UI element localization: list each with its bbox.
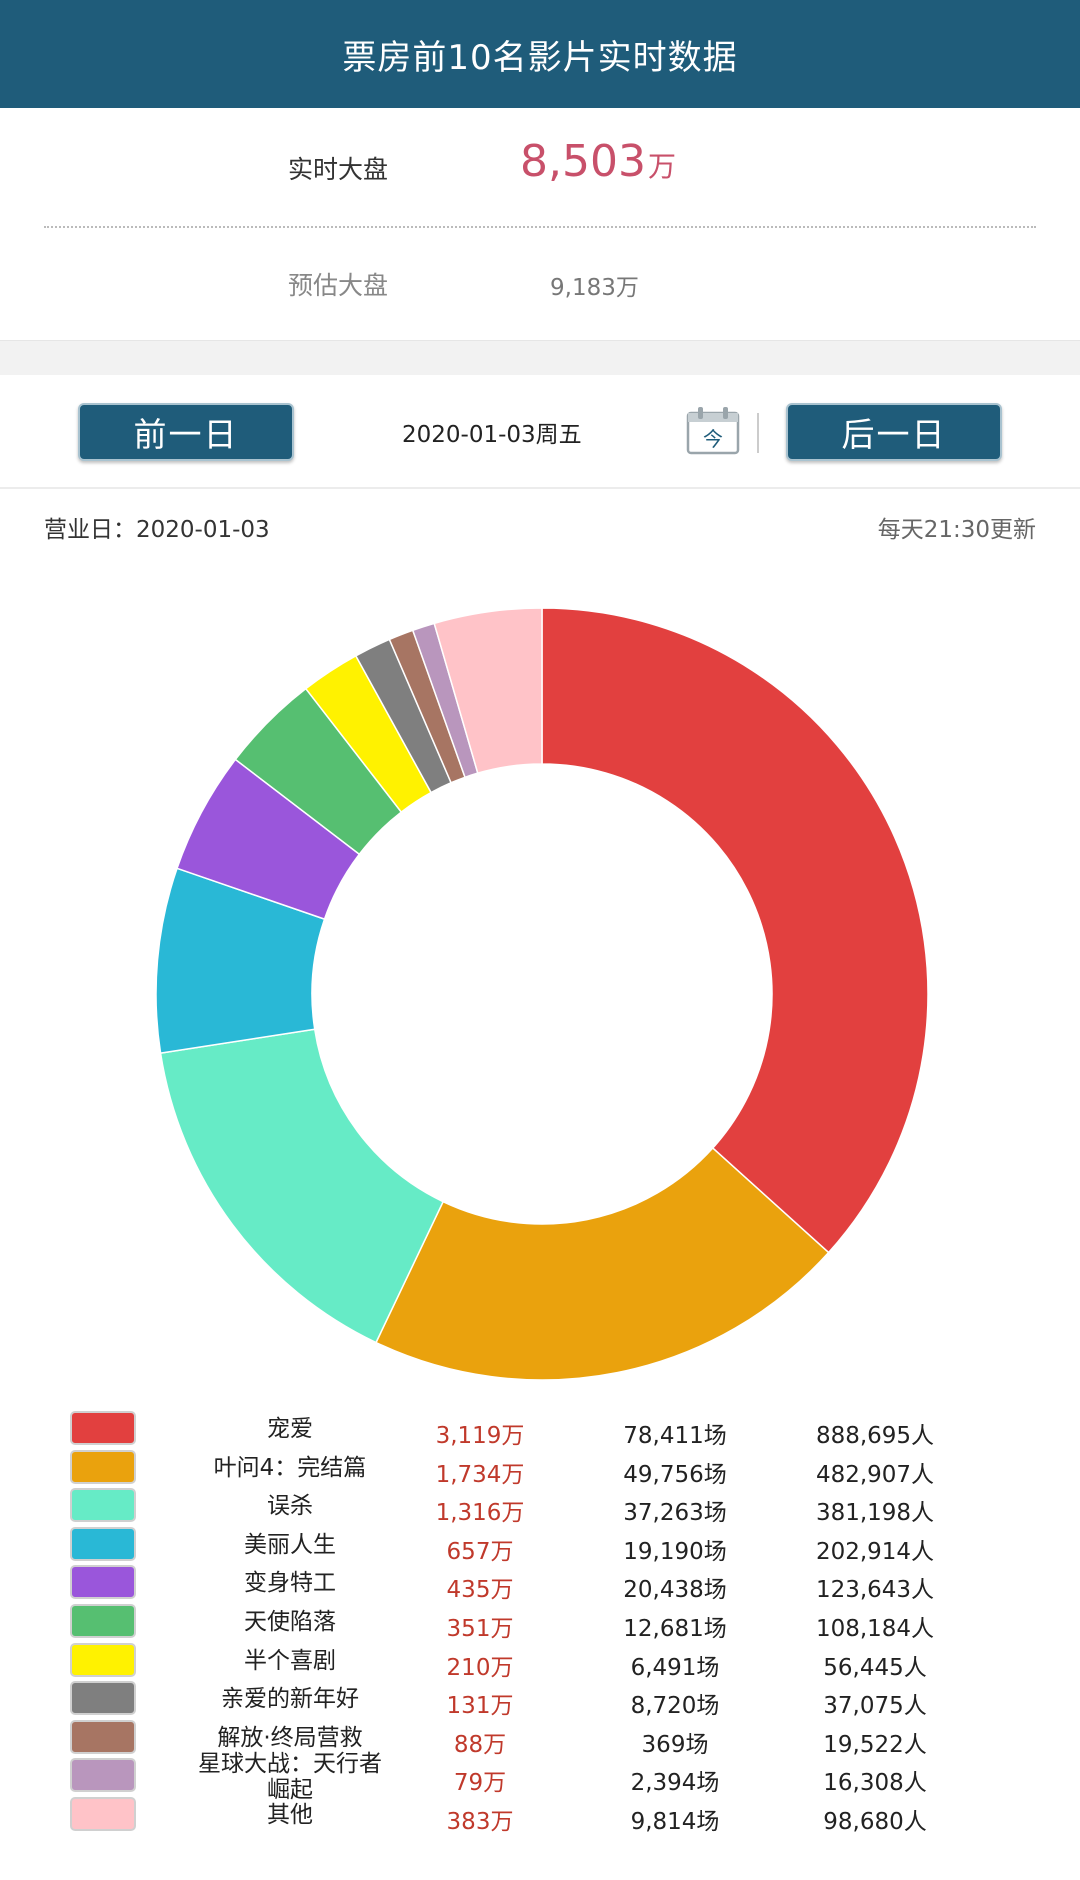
legend-swatch[interactable] — [70, 1526, 136, 1561]
legend-swatch[interactable] — [70, 1719, 136, 1754]
audience-count: 482,907人 — [815, 1461, 935, 1488]
legend-row[interactable]: 美丽人生 657万 19,190场 202,914人 — [0, 1526, 1080, 1565]
audience-count: 56,445人 — [823, 1654, 927, 1681]
current-date: 2020-01-03周五 — [402, 422, 582, 448]
legend-swatch[interactable] — [70, 1758, 136, 1793]
box-office-value: 3,119万 — [435, 1423, 525, 1449]
movie-name: 亲爱的新年好 — [221, 1686, 359, 1713]
shows-count: 369场 — [641, 1731, 709, 1758]
nav-separator — [757, 413, 759, 453]
audience-count: 19,522人 — [823, 1731, 927, 1758]
legend-row[interactable]: 天使陷落 351万 12,681场 108,184人 — [0, 1603, 1080, 1642]
audience-count: 37,075人 — [823, 1693, 927, 1720]
realtime-label: 实时大盘 — [288, 155, 389, 184]
movie-name: 叶问4：完结篇 — [213, 1454, 367, 1481]
legend-swatch[interactable] — [70, 1488, 136, 1523]
shows-count: 6,491场 — [630, 1654, 720, 1681]
donut-slice-3[interactable] — [159, 1028, 445, 1344]
calendar-today-text: 今 — [703, 427, 723, 451]
legend-row[interactable]: 其他 383万 9,814场 98,680人 — [0, 1796, 1080, 1835]
legend-row[interactable]: 变身特工 435万 20,438场 123,643人 — [0, 1564, 1080, 1604]
prev-day-button[interactable]: 前一日 — [78, 403, 294, 461]
movie-name: 宠爱 — [267, 1416, 313, 1442]
movie-name: 其他 — [267, 1802, 313, 1828]
legend-row[interactable]: 解放·终局营救 88万 369场 19,522人 — [0, 1719, 1080, 1758]
calendar-icon[interactable]: 今 — [686, 405, 740, 455]
realtime-unit: 万 — [647, 150, 676, 183]
box-office-value: 1,734万 — [435, 1461, 525, 1488]
date-nav: 前一日 2020-01-03周五 今 后一日 — [0, 375, 1080, 489]
box-office-value: 351万 — [446, 1616, 514, 1642]
shows-count: 2,394场 — [630, 1770, 720, 1797]
legend-swatch[interactable] — [70, 1681, 136, 1716]
donut-slice-2[interactable] — [375, 1146, 830, 1381]
box-office-value: 1,316万 — [435, 1500, 525, 1527]
shows-count: 8,720场 — [630, 1693, 720, 1720]
business-day: 营业日：2020-01-03 — [44, 517, 270, 543]
audience-count: 888,695人 — [815, 1423, 935, 1449]
shows-count: 37,263场 — [623, 1500, 727, 1527]
audience-count: 381,198人 — [815, 1500, 935, 1527]
audience-count: 108,184人 — [815, 1616, 935, 1642]
legend-swatch[interactable] — [70, 1449, 136, 1484]
box-office-value: 88万 — [453, 1731, 507, 1758]
legend-row[interactable]: 宠爱 3,119万 78,411场 888,695人 — [0, 1410, 1080, 1449]
shows-count: 19,190场 — [623, 1538, 727, 1565]
update-note: 每天21:30更新 — [877, 517, 1036, 543]
movie-name: 解放·终局营救 — [217, 1724, 363, 1751]
legend-swatch[interactable] — [70, 1604, 136, 1638]
estimate-label: 预估大盘 — [288, 271, 389, 300]
legend-row[interactable]: 半个喜剧 210万 6,491场 56,445人 — [0, 1642, 1080, 1681]
audience-count: 16,308人 — [823, 1770, 927, 1797]
donut-slice-11[interactable] — [433, 607, 543, 775]
box-office-value: 79万 — [453, 1770, 507, 1797]
box-office-donut-chart — [155, 607, 929, 1381]
shows-count: 49,756场 — [623, 1461, 727, 1488]
legend-row[interactable]: 亲爱的新年好 131万 8,720场 37,075人 — [0, 1680, 1080, 1720]
legend-swatch[interactable] — [70, 1642, 136, 1677]
realtime-value: 8,503万 — [520, 136, 676, 187]
section-gap — [0, 340, 1080, 376]
audience-count: 123,643人 — [815, 1577, 935, 1604]
movie-name: 天使陷落 — [244, 1609, 336, 1635]
estimate-value: 9,183万 — [550, 275, 639, 301]
movie-name: 变身特工 — [244, 1570, 336, 1597]
header-bar: 票房前10名影片实时数据 — [0, 0, 1080, 108]
box-office-value: 657万 — [446, 1538, 514, 1565]
box-office-value: 131万 — [446, 1693, 514, 1720]
legend-row[interactable]: 叶问4：完结篇 1,734万 49,756场 482,907人 — [0, 1449, 1080, 1488]
movie-name: 星球大战：天行者崛起 — [198, 1751, 382, 1804]
box-office-value: 383万 — [446, 1809, 514, 1835]
audience-count: 98,680人 — [823, 1809, 927, 1835]
box-office-value: 435万 — [446, 1577, 514, 1604]
shows-count: 20,438场 — [623, 1577, 727, 1604]
shows-count: 9,814场 — [630, 1809, 720, 1835]
legend-row[interactable]: 误杀 1,316万 37,263场 381,198人 — [0, 1487, 1080, 1527]
movie-name: 误杀 — [267, 1493, 313, 1520]
box-office-value: 210万 — [446, 1654, 514, 1681]
legend-swatch[interactable] — [70, 1411, 136, 1445]
realtime-number: 8,503 — [520, 136, 646, 187]
donut-slice-1[interactable] — [541, 607, 929, 1254]
summary-panel: 实时大盘 8,503万 预估大盘 9,183万 — [0, 108, 1080, 340]
movie-name: 美丽人生 — [244, 1531, 336, 1558]
next-day-button[interactable]: 后一日 — [786, 403, 1002, 461]
shows-count: 12,681场 — [623, 1616, 727, 1642]
legend-row[interactable]: 星球大战：天行者崛起 79万 2,394场 16,308人 — [0, 1751, 1080, 1803]
legend-swatch[interactable] — [70, 1797, 136, 1831]
movie-name: 半个喜剧 — [244, 1647, 336, 1674]
page-title: 票房前10名影片实时数据 — [342, 37, 738, 78]
dotted-divider — [44, 226, 1036, 228]
shows-count: 78,411场 — [623, 1423, 727, 1449]
audience-count: 202,914人 — [815, 1538, 935, 1565]
legend-swatch[interactable] — [70, 1565, 136, 1600]
